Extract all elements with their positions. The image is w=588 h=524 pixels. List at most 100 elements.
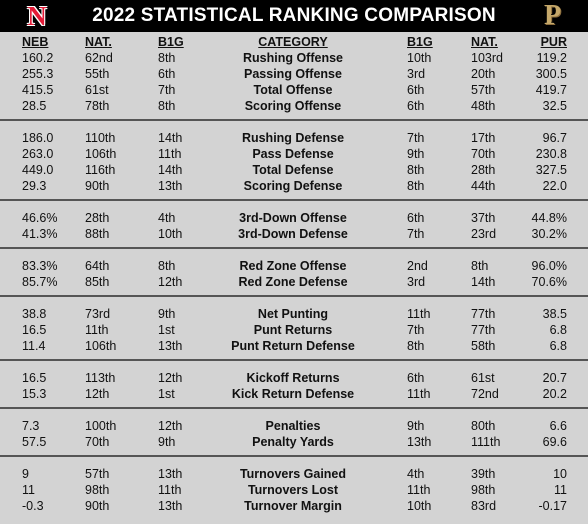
table-row: 263.0 106th 11th Pass Defense 9th 70th 230.8 [0, 146, 588, 162]
column-header-pur-national: NAT. [471, 35, 498, 49]
pur-national-rank: 39th [471, 467, 496, 481]
column-header-category: CATEGORY [258, 35, 328, 49]
pur-value: 11 [554, 483, 567, 497]
category-label: Pass Defense [252, 147, 334, 161]
pur-value: 6.8 [549, 339, 567, 353]
neb-national-rank: 106th [85, 147, 117, 161]
category-label: Kick Return Defense [231, 387, 355, 401]
neb-value: 160.2 [22, 51, 54, 65]
neb-value: 29.3 [22, 179, 47, 193]
neb-b1g-rank: 13th [158, 339, 183, 353]
pur-national-rank: 8th [471, 259, 489, 273]
pur-b1g-rank: 9th [407, 147, 425, 161]
table-row: 16.5 113th 12th Kickoff Returns 6th 61st 20.7 [0, 370, 588, 386]
neb-national-rank: 73rd [85, 307, 111, 321]
neb-b1g-rank: 10th [158, 227, 183, 241]
pur-b1g-rank: 3rd [407, 67, 426, 81]
pur-national-rank: 111th [471, 435, 501, 449]
neb-value: 57.5 [22, 435, 47, 449]
neb-value: 263.0 [22, 147, 54, 161]
pur-b1g-rank: 9th [407, 419, 425, 433]
neb-national-rank: 106th [85, 339, 117, 353]
category-label: Rushing Defense [241, 131, 345, 145]
table-row: 11 98th 11th Turnovers Lost 11th 98th 11 [0, 482, 588, 498]
pur-national-rank: 23rd [471, 227, 497, 241]
pur-value: 69.6 [542, 435, 567, 449]
neb-national-rank: 110th [85, 131, 116, 145]
neb-value: 41.3% [22, 227, 58, 241]
pur-value: 38.5 [542, 307, 567, 321]
neb-b1g-rank: 1st [158, 387, 175, 401]
neb-national-rank: 78th [85, 99, 110, 113]
pur-b1g-rank: 6th [407, 83, 425, 97]
neb-b1g-rank: 7th [158, 83, 176, 97]
neb-national-rank: 64th [85, 259, 110, 273]
category-label: Turnover Margin [244, 499, 342, 513]
pur-value: 70.6% [531, 275, 567, 289]
pur-b1g-rank: 7th [407, 227, 425, 241]
section-divider [0, 247, 588, 249]
nebraska-n-logo-icon: N [27, 1, 47, 31]
table-row: 16.5 11th 1st Punt Returns 7th 77th 6.8 [0, 322, 588, 338]
neb-national-rank: 70th [85, 435, 110, 449]
neb-national-rank: 12th [85, 387, 110, 401]
pur-value: 44.8% [531, 211, 567, 225]
neb-b1g-rank: 13th [158, 179, 183, 193]
page-title: 2022 STATISTICAL RANKING COMPARISON [92, 5, 496, 26]
category-label: Total Defense [252, 163, 334, 177]
table-row: 57.5 70th 9th Penalty Yards 13th 111th 69.6 [0, 434, 588, 450]
section-divider [0, 359, 588, 361]
neb-value: 11 [22, 483, 35, 497]
table-row: 46.6% 28th 4th 3rd-Down Offense 6th 37th 44.8% [0, 210, 588, 226]
category-label: Punt Return Defense [231, 339, 355, 353]
neb-b1g-rank: 1st [158, 323, 175, 337]
pur-b1g-rank: 10th [407, 51, 432, 65]
column-header-neb-national: NAT. [85, 35, 112, 49]
neb-b1g-rank: 13th [158, 467, 183, 481]
table-row: 160.2 62nd 8th Rushing Offense 10th 103rd 119.… [0, 50, 588, 66]
pur-national-rank: 48th [471, 99, 496, 113]
pur-national-rank: 70th [471, 147, 496, 161]
pur-national-rank: 77th [471, 307, 496, 321]
category-label: Penalty Yards [252, 435, 334, 449]
pur-value: 6.6 [549, 419, 567, 433]
neb-b1g-rank: 11th [158, 483, 182, 497]
neb-value: 7.3 [22, 419, 40, 433]
category-label: Scoring Defense [243, 179, 343, 193]
pur-value: 96.0% [531, 259, 567, 273]
column-header-pur: PUR [540, 35, 567, 49]
neb-b1g-rank: 8th [158, 259, 176, 273]
neb-national-rank: 90th [85, 179, 110, 193]
neb-b1g-rank: 12th [158, 371, 183, 385]
neb-value: 449.0 [22, 163, 54, 177]
neb-b1g-rank: 12th [158, 419, 183, 433]
table-row: 38.8 73rd 9th Net Punting 11th 77th 38.5 [0, 306, 588, 322]
table-row: 9 57th 13th Turnovers Gained 4th 39th 10 [0, 466, 588, 482]
neb-value: 255.3 [22, 67, 54, 81]
neb-national-rank: 88th [85, 227, 110, 241]
category-label: Scoring Offense [244, 99, 342, 113]
table-row: 28.5 78th 8th Scoring Offense 6th 48th 32.5 [0, 98, 588, 114]
pur-b1g-rank: 8th [407, 163, 425, 177]
table-row: 11.4 106th 13th Punt Return Defense 8th 58th 6… [0, 338, 588, 354]
neb-b1g-rank: 6th [158, 67, 176, 81]
title-bar: N 2022 STATISTICAL RANKING COMPARISON P [0, 0, 588, 32]
purdue-p-logo-icon: P [543, 0, 561, 31]
pur-value: 30.2% [531, 227, 567, 241]
category-label: Kickoff Returns [246, 371, 340, 385]
category-label: Turnovers Gained [239, 467, 347, 481]
pur-b1g-rank: 6th [407, 371, 425, 385]
pur-value: 10 [553, 467, 567, 481]
pur-b1g-rank: 3rd [407, 275, 426, 289]
table-row: 83.3% 64th 8th Red Zone Offense 2nd 8th 96.0% [0, 258, 588, 274]
neb-b1g-rank: 4th [158, 211, 176, 225]
category-label: Penalties [265, 419, 321, 433]
pur-national-rank: 37th [471, 211, 496, 225]
pur-value: 327.5 [535, 163, 567, 177]
neb-national-rank: 62nd [85, 51, 113, 65]
pur-b1g-rank: 8th [407, 179, 425, 193]
pur-national-rank: 61st [471, 371, 495, 385]
neb-national-rank: 55th [85, 67, 110, 81]
category-label: Punt Returns [253, 323, 333, 337]
table-row: 41.3% 88th 10th 3rd-Down Defense 7th 23rd 30.2… [0, 226, 588, 242]
